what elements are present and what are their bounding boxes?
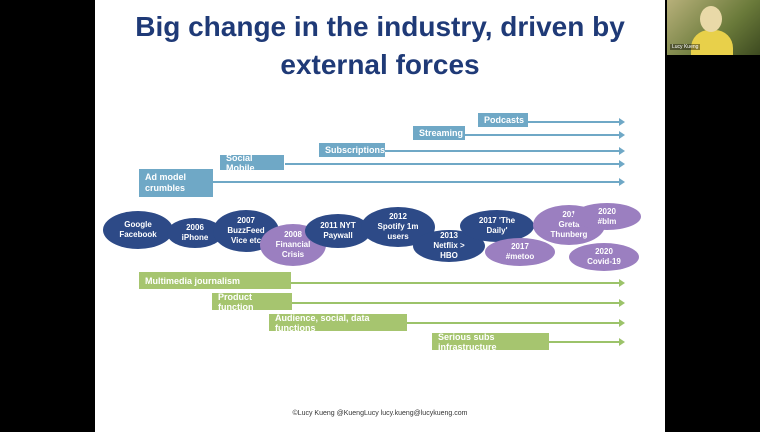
trend-label-podcasts: Podcasts xyxy=(478,113,528,127)
speaker-video-thumbnail[interactable]: Lucy Kueng xyxy=(667,0,760,55)
trend-arrow xyxy=(395,319,625,327)
slide-title: Big change in the industry, driven by ex… xyxy=(135,11,625,80)
event-covid: 2020 Covid-19 xyxy=(569,243,639,271)
trend-label-subs-infra: Serious subs infrastructure xyxy=(432,332,549,352)
presentation-slide: Big change in the industry, driven by ex… xyxy=(95,0,665,432)
trend-label-subscriptions: Subscriptions xyxy=(319,143,385,157)
trend-label-streaming: Streaming xyxy=(413,126,465,140)
trend-arrow xyxy=(285,160,625,168)
event-blm: 2020 #blm xyxy=(573,203,641,230)
speaker-head xyxy=(700,6,722,32)
speaker-name-label: Lucy Kueng xyxy=(670,44,701,50)
trend-arrow xyxy=(520,118,625,126)
trend-label-social-mobile: Social Mobile xyxy=(220,153,284,173)
trend-arrow xyxy=(285,299,625,307)
trend-arrow xyxy=(455,131,625,139)
trend-label-multimedia: Multimedia journalism xyxy=(139,272,291,289)
trend-label-ad-model: Ad model crumbles xyxy=(139,169,213,197)
trend-arrow xyxy=(375,147,625,155)
trend-arrow xyxy=(535,338,625,346)
event-google-facebook: Google Facebook xyxy=(103,211,173,249)
event-nyt-paywall: 2011 NYT Paywall xyxy=(305,214,371,248)
trend-arrow xyxy=(210,178,625,186)
slide-footer: ©Lucy Kueng @KuengLucy lucy.kueng@lucyku… xyxy=(292,410,468,417)
trend-label-product: Product function xyxy=(212,292,292,312)
event-the-daily: 2017 'The Daily' xyxy=(460,210,534,242)
trend-label-audience: Audience, social, data functions xyxy=(269,313,407,333)
speaker-body xyxy=(691,30,733,55)
trend-arrow xyxy=(210,279,625,287)
event-metoo: 2017 #metoo xyxy=(485,238,555,266)
event-netflix: 2013 Netflix > HBO xyxy=(413,230,485,262)
